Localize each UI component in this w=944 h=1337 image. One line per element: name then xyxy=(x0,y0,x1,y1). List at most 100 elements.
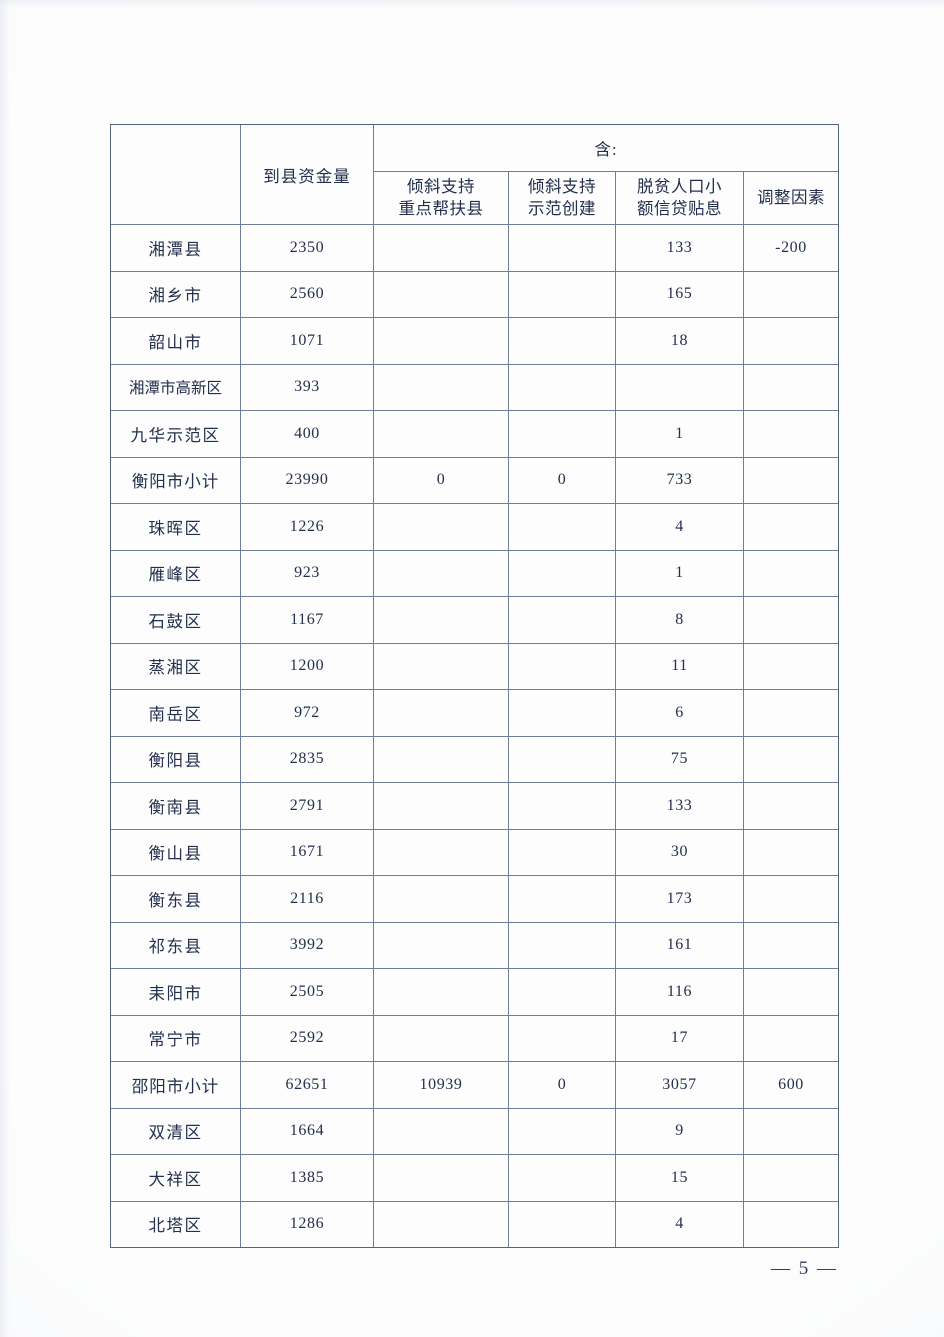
table-row: 祁东县 3992 161 xyxy=(110,921,840,969)
cell-demo-creation xyxy=(508,689,616,737)
cell-credit-subsidy xyxy=(615,363,744,411)
cell-amount: 1664 xyxy=(240,1107,374,1155)
table-row: 耒阳市 2505 116 xyxy=(110,968,840,1016)
cell-demo-creation xyxy=(508,363,616,411)
table-row: 南岳区 972 6 xyxy=(110,689,840,737)
cell-amount: 972 xyxy=(240,689,374,737)
cell-adjustment xyxy=(742,875,840,923)
table-row: 衡阳县 2835 75 xyxy=(110,735,840,783)
cell-demo-creation xyxy=(508,270,616,318)
cell-adjustment xyxy=(742,317,840,365)
cell-demo-creation xyxy=(508,224,616,272)
header-col-credit-subsidy: 脱贫人口小 额信贷贴息 xyxy=(615,171,744,225)
cell-credit-subsidy: 133 xyxy=(615,782,744,830)
cell-region: 双清区 xyxy=(110,1107,241,1155)
cell-adjustment xyxy=(742,1014,840,1062)
table-row: 雁峰区 923 1 xyxy=(110,549,840,597)
cell-key-support xyxy=(373,503,509,551)
cell-credit-subsidy: 733 xyxy=(615,456,744,504)
cell-credit-subsidy: 30 xyxy=(615,828,744,876)
cell-adjustment: 600 xyxy=(742,1061,840,1109)
cell-key-support xyxy=(373,1154,509,1202)
cell-demo-creation xyxy=(508,1107,616,1155)
cell-adjustment xyxy=(742,782,840,830)
cell-key-support xyxy=(373,224,509,272)
table-row: 湘乡市 2560 165 xyxy=(110,270,840,318)
cell-key-support xyxy=(373,921,509,969)
table-header: 到县资金量 含: 倾斜支持 重点帮扶县 倾斜支持 示范创建 脱贫人口小 额信贷贴… xyxy=(110,124,840,225)
header-col-key-support: 倾斜支持 重点帮扶县 xyxy=(373,171,509,225)
cell-amount: 400 xyxy=(240,410,374,458)
cell-adjustment xyxy=(742,1154,840,1202)
cell-key-support xyxy=(373,782,509,830)
cell-key-support: 10939 xyxy=(373,1061,509,1109)
cell-demo-creation xyxy=(508,921,616,969)
cell-credit-subsidy: 1 xyxy=(615,549,744,597)
cell-key-support xyxy=(373,642,509,690)
cell-region: 邵阳市小计 xyxy=(110,1061,241,1109)
cell-demo-creation xyxy=(508,503,616,551)
cell-amount: 2560 xyxy=(240,270,374,318)
cell-amount: 1671 xyxy=(240,828,374,876)
cell-key-support xyxy=(373,363,509,411)
cell-adjustment xyxy=(742,596,840,644)
cell-amount: 1071 xyxy=(240,317,374,365)
header-col-demo-line1: 倾斜支持 xyxy=(528,177,596,197)
cell-credit-subsidy: 17 xyxy=(615,1014,744,1062)
cell-region: 耒阳市 xyxy=(110,968,241,1016)
cell-region: 衡东县 xyxy=(110,875,241,923)
cell-region: 祁东县 xyxy=(110,921,241,969)
cell-amount: 2116 xyxy=(240,875,374,923)
cell-region: 九华示范区 xyxy=(110,410,241,458)
cell-demo-creation xyxy=(508,1200,616,1248)
cell-demo-creation xyxy=(508,735,616,783)
cell-region: 衡山县 xyxy=(110,828,241,876)
cell-adjustment xyxy=(742,410,840,458)
cell-demo-creation xyxy=(508,1014,616,1062)
header-col-demo-line2: 示范创建 xyxy=(528,199,596,218)
table-row: 珠晖区 1226 4 xyxy=(110,503,840,551)
cell-region: 石鼓区 xyxy=(110,596,241,644)
cell-key-support xyxy=(373,968,509,1016)
cell-demo-creation xyxy=(508,596,616,644)
cell-credit-subsidy: 11 xyxy=(615,642,744,690)
cell-credit-subsidy: 3057 xyxy=(615,1061,744,1109)
cell-demo-creation xyxy=(508,642,616,690)
cell-region: 湘潭县 xyxy=(110,224,241,272)
cell-credit-subsidy: 173 xyxy=(615,875,744,923)
cell-amount: 2505 xyxy=(240,968,374,1016)
cell-demo-creation xyxy=(508,828,616,876)
cell-adjustment xyxy=(742,735,840,783)
cell-adjustment xyxy=(742,689,840,737)
cell-credit-subsidy: 18 xyxy=(615,317,744,365)
cell-region: 韶山市 xyxy=(110,317,241,365)
table-body: 湘潭县 2350 133 -200 湘乡市 2560 165 韶山市 1071 18 湘潭市高新区 3… xyxy=(110,224,840,1248)
cell-adjustment xyxy=(742,642,840,690)
cell-adjustment xyxy=(742,549,840,597)
header-col-amount: 到县资金量 xyxy=(240,124,374,225)
cell-key-support xyxy=(373,735,509,783)
cell-demo-creation xyxy=(508,875,616,923)
cell-amount: 3992 xyxy=(240,921,374,969)
cell-credit-subsidy: 161 xyxy=(615,921,744,969)
cell-demo-creation xyxy=(508,782,616,830)
cell-key-support: 0 xyxy=(373,456,509,504)
table-row: 石鼓区 1167 8 xyxy=(110,596,840,644)
table-row: 双清区 1664 9 xyxy=(110,1107,840,1155)
cell-amount: 1167 xyxy=(240,596,374,644)
cell-amount: 1385 xyxy=(240,1154,374,1202)
cell-region: 蒸湘区 xyxy=(110,642,241,690)
cell-adjustment xyxy=(742,828,840,876)
cell-demo-creation xyxy=(508,968,616,1016)
cell-region: 衡阳市小计 xyxy=(110,456,241,504)
cell-key-support xyxy=(373,828,509,876)
table-row-subtotal: 邵阳市小计 62651 10939 0 3057 600 xyxy=(110,1061,840,1109)
header-col-adjustment: 调整因素 xyxy=(742,171,840,225)
header-group-contains: 含: xyxy=(372,124,840,172)
cell-amount: 1200 xyxy=(240,642,374,690)
header-col-credit-line1: 脱贫人口小 xyxy=(637,177,722,197)
cell-credit-subsidy: 165 xyxy=(615,270,744,318)
cell-credit-subsidy: 8 xyxy=(615,596,744,644)
cell-amount: 1286 xyxy=(240,1200,374,1248)
